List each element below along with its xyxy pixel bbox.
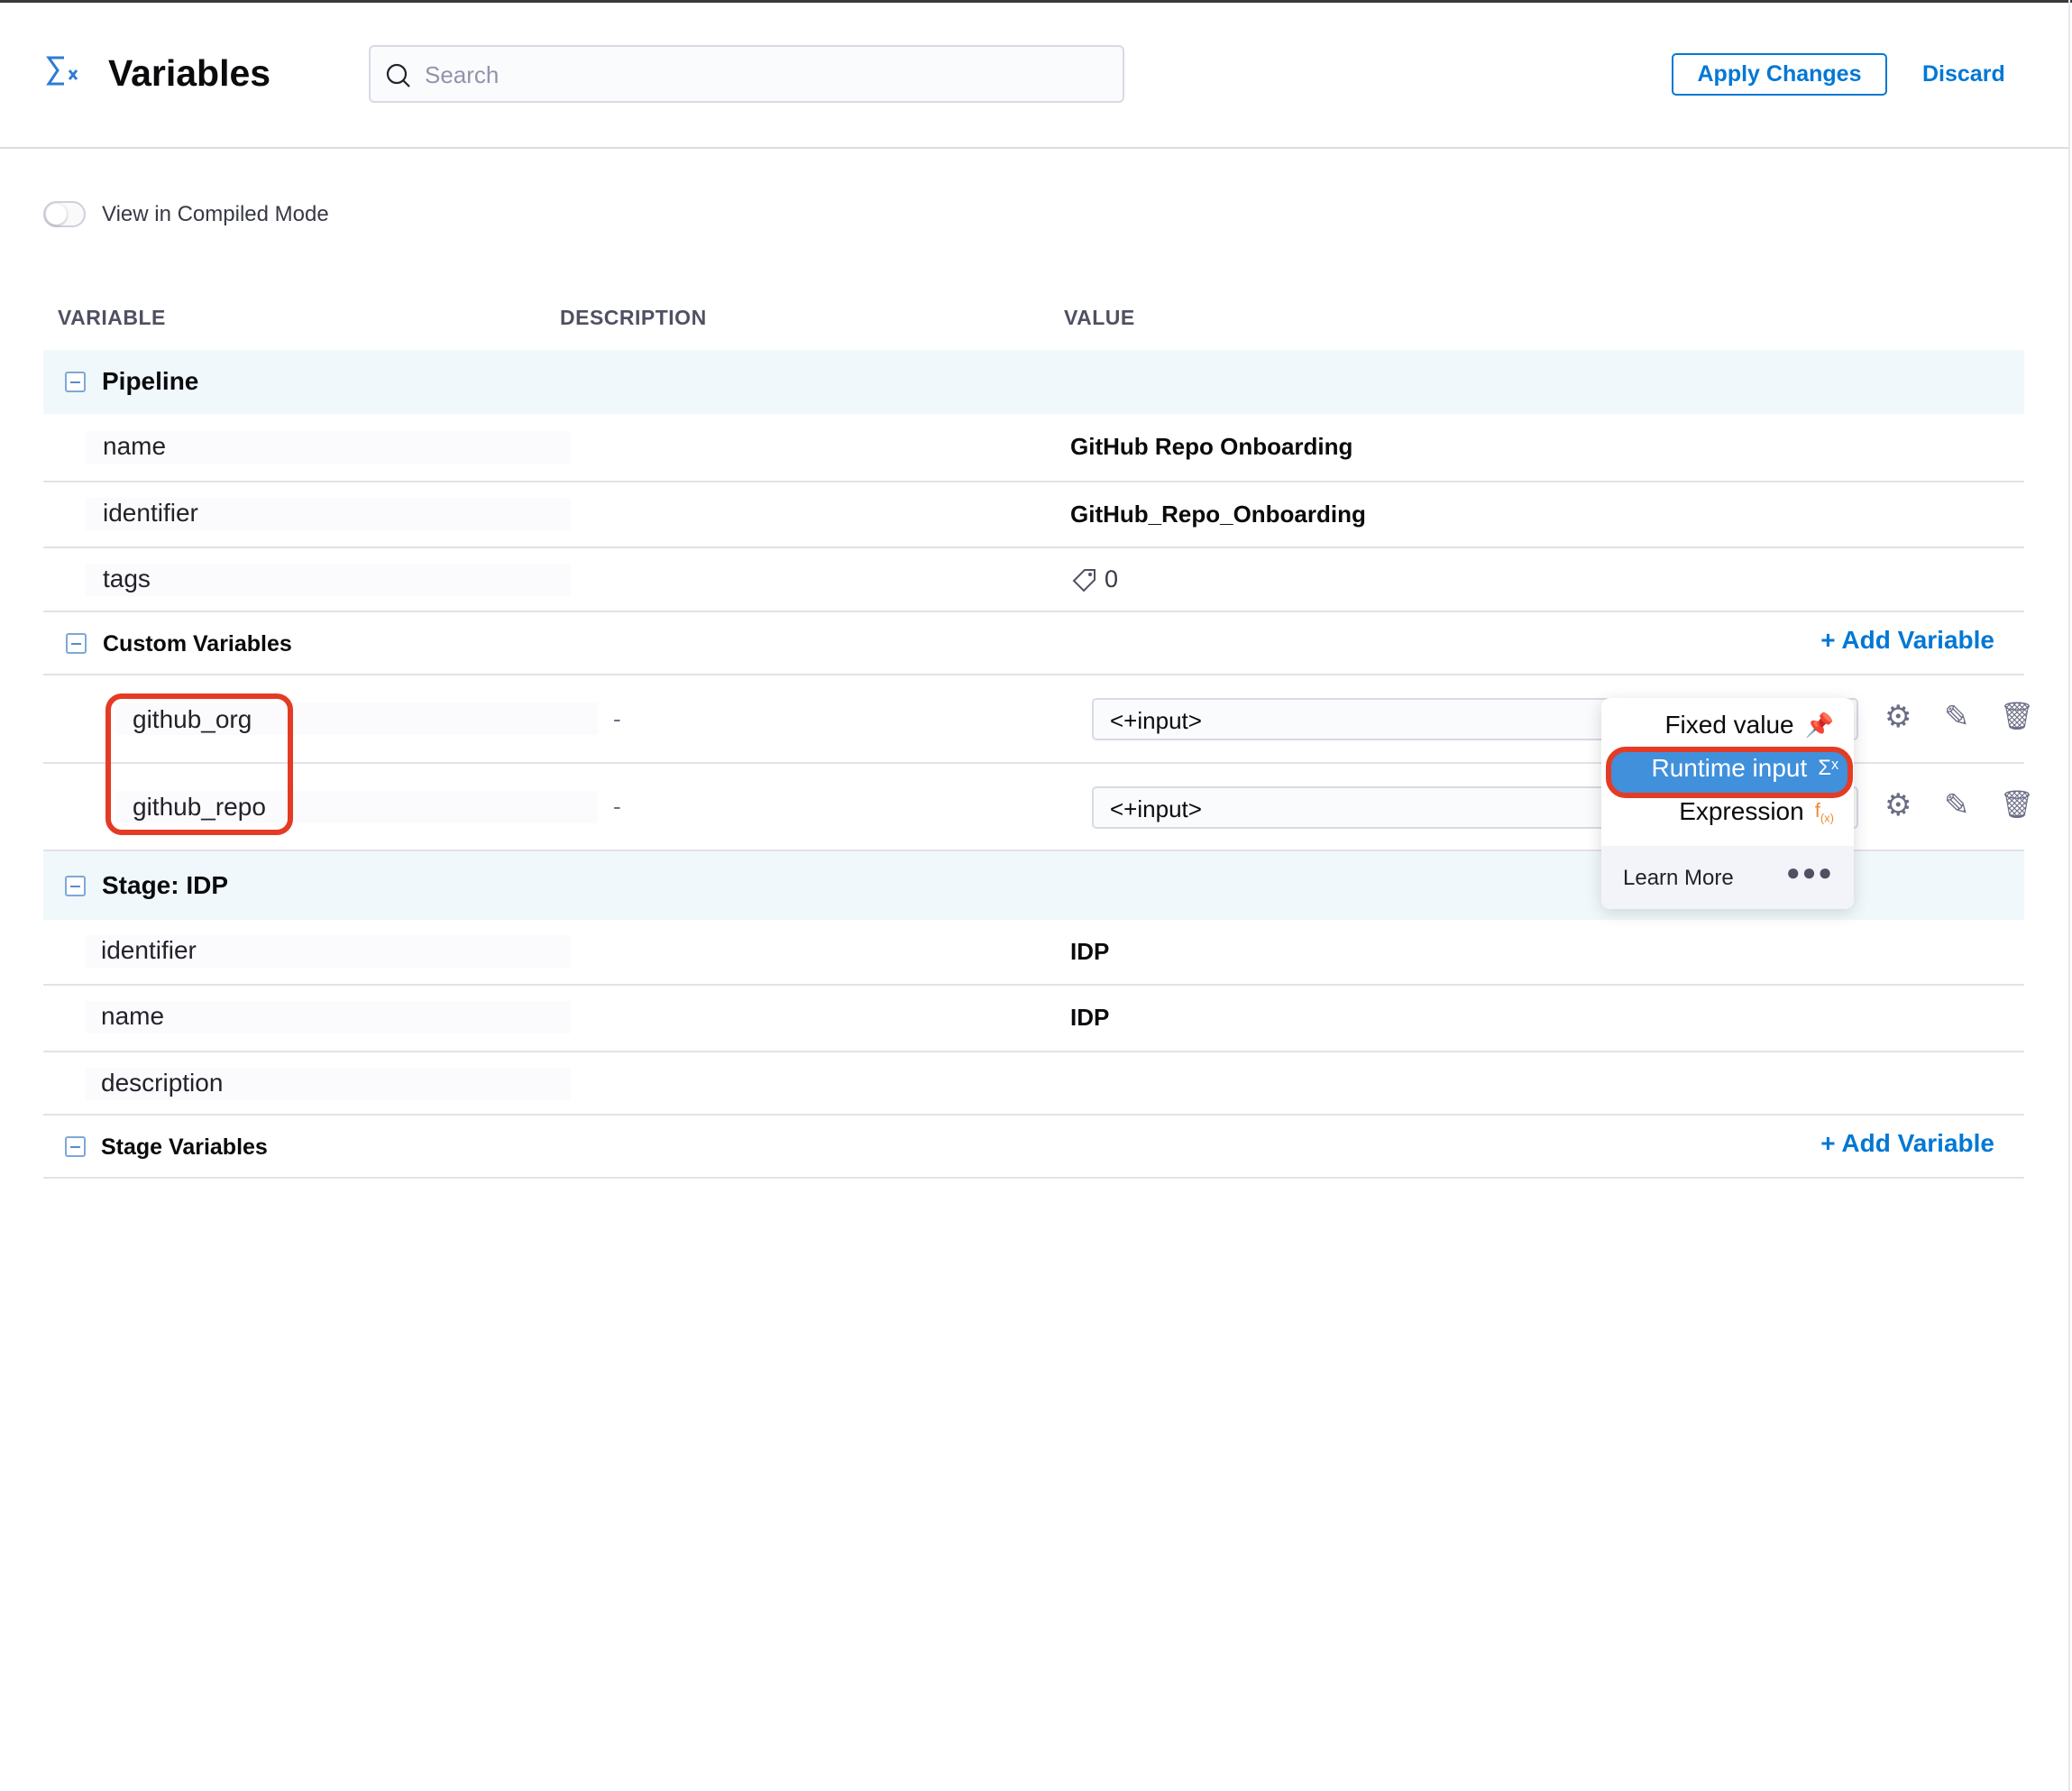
gear-icon[interactable]: ⚙ (1884, 788, 1912, 822)
search-input[interactable]: Search (369, 45, 1124, 103)
trash-icon[interactable]: 🗑 (2000, 790, 2035, 820)
collapse-icon[interactable] (65, 372, 86, 392)
add-variable-button[interactable]: + Add Variable (1820, 626, 1994, 654)
variable-value: GitHub_Repo_Onboarding (1070, 501, 1366, 528)
search-placeholder: Search (425, 61, 500, 88)
page-title: Variables (108, 52, 271, 94)
table-row: identifier IDP (43, 920, 2024, 986)
menu-item-runtime-input[interactable]: Runtime input Σˣ (1606, 747, 1853, 798)
right-border (2068, 0, 2070, 1791)
tags-count: 0 (1105, 565, 1119, 592)
menu-item-label: Fixed value (1664, 711, 1794, 739)
add-variable-label: Add Variable (1841, 1129, 1994, 1157)
trash-icon[interactable]: 🗑 (2000, 702, 2035, 731)
annotation-highlight-box (105, 693, 293, 835)
section-title: Custom Variables (103, 631, 292, 657)
collapse-icon[interactable] (66, 633, 87, 654)
column-header-variable: VARIABLE (58, 306, 166, 329)
input-type-menu: Fixed value 📌 Runtime input Σˣ Expressio… (1601, 698, 1854, 909)
gear-icon[interactable]: ⚙ (1884, 700, 1912, 734)
header-divider (0, 147, 2068, 149)
custom-variables-header: Custom Variables + Add Variable (43, 612, 2024, 675)
variable-name: github_repo (133, 793, 266, 821)
compiled-mode-toggle[interactable] (43, 201, 86, 227)
menu-item-label: Runtime input (1651, 754, 1808, 782)
fx-icon: f(x) (1814, 798, 1834, 825)
table-row: name GitHub Repo Onboarding (43, 414, 2024, 482)
variable-name: name (103, 432, 167, 460)
pin-icon: 📌 (1804, 711, 1834, 739)
variable-name: tags (103, 565, 151, 592)
column-header-description: DESCRIPTION (560, 306, 707, 329)
column-header-value: VALUE (1064, 306, 1135, 329)
variable-description: - (613, 793, 621, 820)
search-icon (386, 63, 410, 87)
pipeline-group-header: Pipeline (43, 350, 2024, 414)
table-row: identifier GitHub_Repo_Onboarding (43, 482, 2024, 548)
variable-name: github_org (133, 705, 252, 733)
variable-value: GitHub Repo Onboarding (1070, 433, 1353, 460)
pencil-icon[interactable]: ✎ (1944, 700, 1970, 734)
table-row: name IDP (43, 986, 2024, 1052)
group-title: Pipeline (102, 367, 199, 395)
table-row: description (43, 1052, 2024, 1116)
variable-value: IDP (1070, 1004, 1110, 1031)
tag-icon (1072, 569, 1096, 592)
variable-name: name (101, 1002, 165, 1030)
learn-more-link[interactable]: Learn More (1623, 866, 1734, 890)
apply-changes-button[interactable]: Apply Changes (1672, 53, 1887, 96)
menu-item-expression[interactable]: Expression f(x) (1679, 797, 1834, 826)
add-variable-button[interactable]: + Add Variable (1820, 1129, 1994, 1157)
variables-sigma-icon (46, 56, 78, 86)
variable-description: - (613, 705, 621, 732)
compiled-mode-label: View in Compiled Mode (102, 202, 329, 226)
section-title: Stage Variables (101, 1134, 268, 1160)
group-title: Stage: IDP (102, 871, 229, 899)
menu-item-label: Expression (1679, 797, 1804, 825)
menu-item-fixed-value[interactable]: Fixed value 📌 (1664, 711, 1834, 739)
variable-value: IDP (1070, 938, 1110, 965)
learn-more-section: Learn More ●●● (1601, 846, 1854, 909)
table-row: tags 0 (43, 548, 2024, 612)
discard-button[interactable]: Discard (1922, 61, 2005, 87)
add-variable-label: Add Variable (1841, 626, 1994, 654)
more-dots-icon[interactable]: ●●● (1785, 859, 1834, 886)
pencil-icon[interactable]: ✎ (1944, 788, 1970, 822)
window-top-border (0, 0, 2072, 3)
collapse-icon[interactable] (65, 1136, 86, 1157)
collapse-icon[interactable] (65, 876, 86, 896)
variable-name: identifier (103, 499, 198, 527)
stage-variables-header: Stage Variables + Add Variable (43, 1116, 2024, 1179)
variable-name: identifier (101, 936, 197, 964)
variable-name: description (101, 1069, 224, 1097)
sigma-x-icon: Σˣ (1818, 756, 1838, 780)
